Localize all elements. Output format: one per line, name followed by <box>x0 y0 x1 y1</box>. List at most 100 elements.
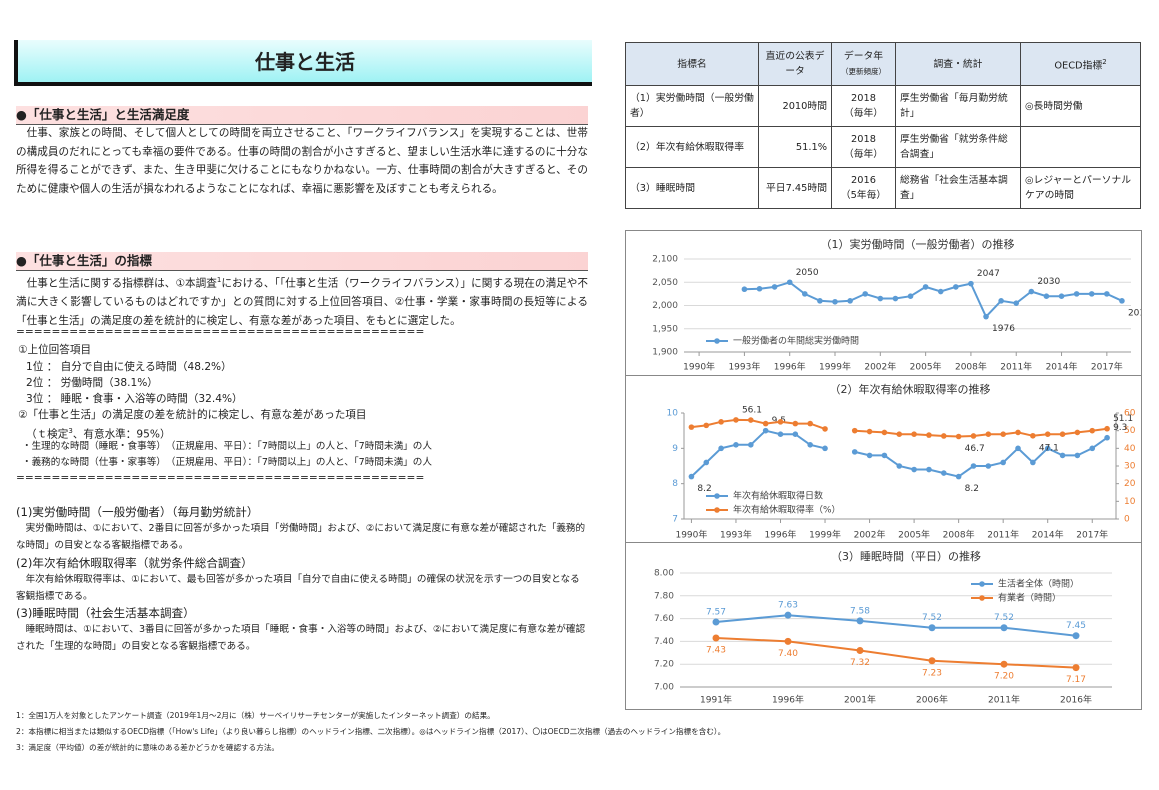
y2-tick-label: 40 <box>1124 444 1136 454</box>
data-point <box>1000 459 1006 466</box>
data-point <box>718 445 724 452</box>
data-point <box>911 431 917 437</box>
data-point <box>940 433 947 439</box>
data-point <box>1104 425 1110 432</box>
chart: （3）睡眠時間（平日）の推移 7.00 7.20 7.40 7.60 7.80 8.00 19… <box>654 549 1112 706</box>
data-label: 2030 <box>1037 277 1060 287</box>
text: 2016 <box>851 175 876 186</box>
y-tick-label: 2,050 <box>652 278 678 288</box>
chart-title: （2）年次有給休暇取得率の推移 <box>830 382 991 396</box>
text: ◎長時間労働 <box>1025 100 1083 112</box>
y2-tick-label: 60 <box>1124 409 1136 419</box>
data-label: 7.57 <box>706 608 726 618</box>
data-point <box>851 427 858 434</box>
y-tick-label: 7 <box>672 515 678 525</box>
data-point <box>940 470 947 476</box>
x-tick-label: 1990年 <box>675 529 707 541</box>
x-tick-label: 2011年 <box>988 694 1020 706</box>
x-tick-label: 2002年 <box>864 361 896 373</box>
x-tick-label: 2014年 <box>1046 361 1078 373</box>
data-point <box>1043 293 1050 299</box>
data-point <box>1104 434 1110 441</box>
data-point <box>756 285 763 292</box>
list-item: ・生理的な時間（睡眠・食事等） （正規雇用、平日）：「7時間以上」の人と、「7時… <box>22 441 432 452</box>
indicator-heading: (3)睡眠時間（社会生活基本調査） <box>16 606 195 620</box>
data-label: 1976 <box>992 324 1015 334</box>
legend-marker <box>714 338 720 344</box>
data-point <box>822 445 828 452</box>
legend-marker <box>979 595 985 601</box>
data-point <box>911 466 917 473</box>
x-tick-label: 1996年 <box>774 361 806 373</box>
data-point <box>1073 291 1080 297</box>
data-point <box>866 428 873 435</box>
data-point <box>784 611 792 619</box>
indicator-heading: (1)実労働時間（一般労働者）（毎月勤労統計） <box>16 505 259 519</box>
data-point <box>1044 431 1051 437</box>
list-item: 3位 ： 睡眠・食事・入浴等の時間（32.4%） <box>26 393 243 405</box>
data-point <box>953 284 959 290</box>
data-point <box>1072 664 1080 672</box>
footnote: 1：全国1万人を対象としたアンケート調査（2019年1月～2月に（株）サーベイリ… <box>16 711 495 720</box>
x-tick-label: 2002年 <box>854 529 886 541</box>
data-label: 7.63 <box>778 601 798 611</box>
y-tick-label: 2,000 <box>652 301 678 311</box>
text: ◎レジャーとパーソナルケアの時間 <box>1025 175 1132 201</box>
data-label: 8.2 <box>965 484 979 494</box>
chart: （2）年次有給休暇取得率の推移 7 8 9 10 0 10 20 30 40 50 60 1990年 19… <box>667 382 1136 541</box>
data-point <box>955 433 962 440</box>
data-point <box>866 452 873 459</box>
series-line <box>744 281 1123 319</box>
legend-label: 年次有給休暇取得率（%） <box>733 504 841 516</box>
series-line <box>715 637 1077 669</box>
x-tick-label: 2005年 <box>898 529 930 541</box>
x-tick-label: 1996年 <box>765 529 797 541</box>
data-point <box>741 286 748 293</box>
table-body: （1）実労働時間（一般労働者） 2010時間 2018 （毎年） 厚生労働省「毎月勤労統… <box>625 85 1141 209</box>
table-cell: 総務省「社会生活基本調査」 <box>895 167 1021 209</box>
legend-label: 年次有給休暇取得日数 <box>733 490 823 502</box>
data-point <box>1059 452 1066 459</box>
text: OECD指標 <box>1054 60 1103 72</box>
list-item: ・義務的な時間（仕事・家事等） （正規雇用、平日）：「7時間以上」の人と、「7時… <box>22 457 432 468</box>
legend-label: 有業者（時間） <box>998 592 1061 604</box>
data-point <box>955 473 962 480</box>
x-tick-label: 1996年 <box>772 694 804 706</box>
table-cell: 平日7.45時間 <box>758 167 832 209</box>
data-point <box>856 617 864 625</box>
text: データ年 <box>843 51 884 62</box>
chart-panel: （2）年次有給休暇取得率の推移 7 8 9 10 0 10 20 30 40 50 60 1990年 19… <box>625 375 1142 543</box>
indicator-text: 実労働時間は、①において、2番目に回答が多かった項目「労働時間」および、②におい… <box>16 523 586 551</box>
data-point <box>881 429 888 436</box>
data-point <box>832 298 838 305</box>
data-point <box>1059 431 1066 437</box>
table-header: データ年 （更新頻度） <box>831 42 896 86</box>
data-point <box>822 426 828 432</box>
x-tick-label: 1993年 <box>720 529 752 541</box>
data-point <box>688 424 695 430</box>
text: 2010時間 <box>782 100 827 112</box>
data-point <box>718 419 724 425</box>
y2-tick-label: 10 <box>1124 497 1136 507</box>
indicator-text: 年次有給休暇取得率は、①において、最も回答が多かった項目「自分で自由に使える時間… <box>16 574 580 602</box>
text: 2018 <box>851 93 876 104</box>
table-cell: 2018 （毎年） <box>831 85 896 127</box>
data-label: 7.17 <box>1066 675 1086 685</box>
data-point <box>792 431 799 437</box>
data-point <box>881 452 888 459</box>
data-point <box>847 298 853 304</box>
list-heading: ②「仕事と生活」の満足度の差を統計的に検定し、有意な差があった項目 <box>18 409 367 421</box>
data-point <box>1074 452 1081 459</box>
data-label: 7.40 <box>778 649 798 659</box>
data-point <box>896 463 903 469</box>
text: 厚生労働省「毎月勤労統計」 <box>900 93 1008 119</box>
data-point <box>1000 624 1008 632</box>
data-point <box>1030 432 1036 439</box>
table-header: 調査・統計 <box>895 42 1021 86</box>
data-label: 7.32 <box>850 658 870 668</box>
data-label: 7.23 <box>922 668 942 678</box>
y-tick-label: 1,900 <box>652 348 678 358</box>
separator: ========================================… <box>16 326 425 338</box>
y-tick-label: 8 <box>672 479 678 489</box>
x-tick-label: 2014年 <box>1032 529 1064 541</box>
